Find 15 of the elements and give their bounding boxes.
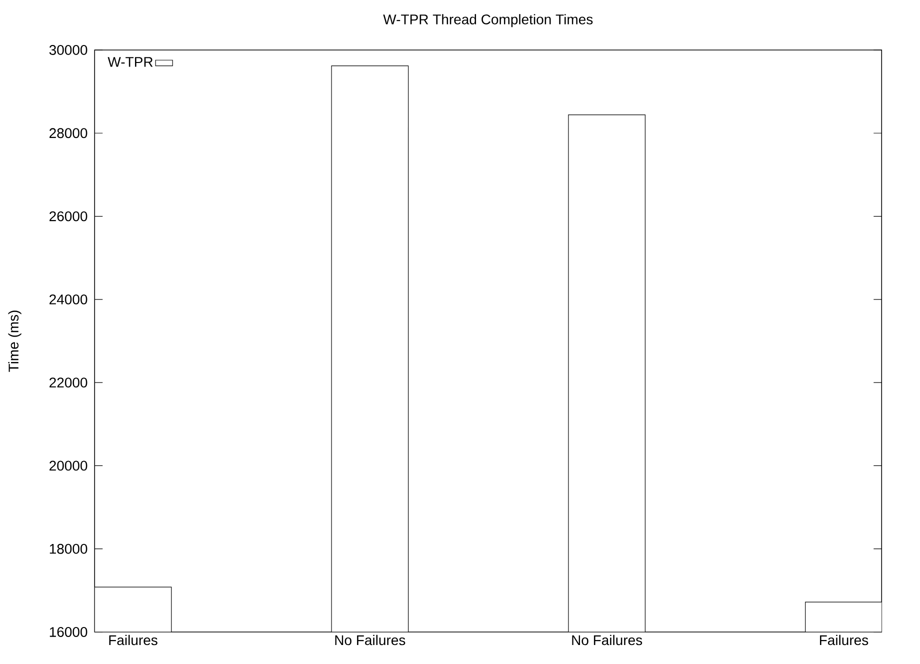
y-axis-title: Time (ms) xyxy=(8,310,22,372)
y-tick-label: 30000 xyxy=(49,45,88,55)
x-tick-label: No Failures xyxy=(572,634,642,646)
chart-title: W-TPR Thread Completion Times xyxy=(383,14,593,28)
y-tick-label: 18000 xyxy=(50,544,88,554)
y-tick-label: 26000 xyxy=(50,211,88,222)
x-tick-label: Failures xyxy=(109,634,158,646)
y-tick-label: 16000 xyxy=(50,627,88,637)
y-tick-label: 28000 xyxy=(50,128,88,138)
legend-label: W-TPR xyxy=(108,57,153,67)
x-tick-label: No Failures xyxy=(335,634,406,646)
y-tick-label: 22000 xyxy=(50,378,88,388)
y-tick-label: 24000 xyxy=(50,294,88,304)
x-tick-label: Failures xyxy=(820,634,868,646)
y-tick-label: 20000 xyxy=(50,460,88,471)
